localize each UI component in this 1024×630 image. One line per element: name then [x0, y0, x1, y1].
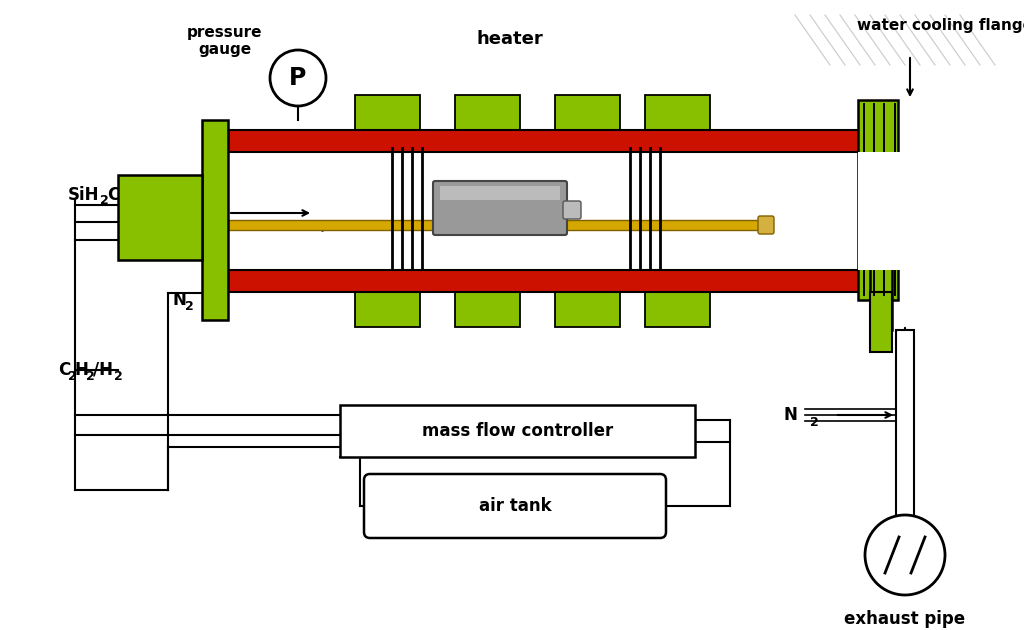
Bar: [340, 405, 695, 457]
Bar: [896, 330, 914, 520]
Text: 2: 2: [114, 370, 123, 382]
Bar: [858, 152, 920, 270]
Bar: [355, 95, 420, 130]
Bar: [215, 270, 860, 292]
Text: exhaust pipe: exhaust pipe: [845, 610, 966, 628]
Text: H: H: [75, 361, 89, 379]
Text: 2: 2: [86, 370, 95, 382]
Text: C: C: [58, 361, 71, 379]
Text: N: N: [783, 406, 797, 424]
Text: 2: 2: [810, 416, 819, 428]
Text: water cooling flange: water cooling flange: [857, 18, 1024, 33]
Bar: [215, 130, 860, 152]
Text: 2: 2: [128, 193, 137, 207]
FancyBboxPatch shape: [433, 181, 567, 235]
Circle shape: [270, 50, 326, 106]
Text: /H: /H: [93, 361, 113, 379]
Bar: [645, 95, 710, 130]
FancyBboxPatch shape: [758, 216, 774, 234]
Text: heater: heater: [476, 30, 544, 48]
Bar: [455, 95, 520, 130]
Bar: [645, 292, 710, 327]
Text: SiH: SiH: [68, 186, 99, 204]
Bar: [355, 292, 420, 327]
Bar: [870, 292, 892, 352]
Bar: [202, 120, 228, 320]
Bar: [215, 152, 860, 270]
Text: 2: 2: [185, 301, 194, 314]
Text: 2: 2: [68, 370, 77, 382]
Text: air tank: air tank: [478, 497, 551, 515]
Bar: [870, 165, 892, 330]
Text: Cl: Cl: [106, 186, 125, 204]
Text: 2: 2: [100, 193, 109, 207]
Text: N: N: [172, 291, 186, 309]
Bar: [118, 175, 202, 260]
Text: mass flow controller: mass flow controller: [422, 422, 613, 440]
Bar: [858, 100, 898, 300]
Text: pressure
gauge: pressure gauge: [187, 25, 263, 57]
Bar: [555, 292, 620, 327]
Bar: [220, 220, 760, 230]
FancyBboxPatch shape: [563, 201, 581, 219]
Bar: [555, 95, 620, 130]
Bar: [455, 292, 520, 327]
Bar: [440, 186, 560, 200]
Circle shape: [865, 515, 945, 595]
FancyBboxPatch shape: [364, 474, 666, 538]
Text: P: P: [290, 66, 306, 90]
